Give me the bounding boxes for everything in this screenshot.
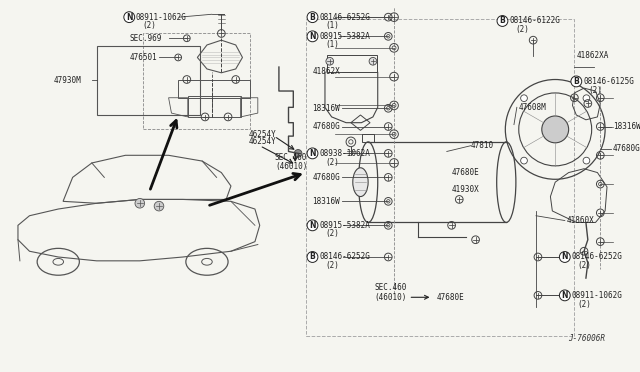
Text: 08915-5382A: 08915-5382A [319, 32, 370, 41]
Text: 08146-6252G: 08146-6252G [572, 253, 622, 262]
Text: 08938-1062A: 08938-1062A [319, 149, 370, 158]
Text: (2): (2) [143, 21, 157, 30]
Text: 41860X: 41860X [567, 216, 595, 225]
Text: 47930M: 47930M [54, 76, 81, 85]
Text: (46010): (46010) [275, 162, 307, 171]
Text: N: N [309, 32, 316, 41]
Text: B: B [500, 16, 506, 26]
Text: (2): (2) [589, 86, 603, 94]
Text: (46010): (46010) [375, 293, 407, 302]
Bar [188, 96, 241, 117]
Text: 41862X: 41862X [312, 67, 340, 76]
Circle shape [521, 95, 527, 102]
Text: 41930X: 41930X [452, 185, 479, 194]
Text: 47680E: 47680E [436, 293, 464, 302]
Text: 08911-1062G: 08911-1062G [572, 291, 622, 300]
Bar [143, 33, 250, 129]
Text: SEC.460: SEC.460 [274, 153, 307, 162]
Text: 08915-5382A: 08915-5382A [319, 221, 370, 230]
Text: 08146-6122G: 08146-6122G [509, 16, 560, 26]
Circle shape [326, 57, 333, 65]
Circle shape [542, 116, 569, 143]
Text: 08146-6125G: 08146-6125G [583, 77, 634, 86]
Text: (1): (1) [325, 41, 339, 49]
Text: 08146-6252G: 08146-6252G [319, 13, 370, 22]
Bar [306, 19, 575, 336]
Text: B: B [573, 77, 579, 86]
Text: 47680G: 47680G [612, 144, 640, 153]
Text: 08911-1062G: 08911-1062G [136, 13, 187, 22]
Text: 18316W: 18316W [612, 122, 640, 131]
Text: N: N [309, 221, 316, 230]
Text: J-76006R: J-76006R [568, 334, 605, 343]
Bar [327, 55, 377, 72]
Text: N: N [126, 13, 132, 22]
Circle shape [135, 199, 145, 208]
Circle shape [583, 95, 590, 102]
Text: N: N [561, 291, 568, 300]
Text: 47680G: 47680G [312, 173, 340, 182]
Text: N: N [309, 149, 316, 158]
Circle shape [294, 150, 302, 157]
Text: (2): (2) [325, 157, 339, 167]
Text: 47608M: 47608M [519, 103, 547, 112]
Text: (1): (1) [325, 21, 339, 30]
Text: (2): (2) [325, 230, 339, 238]
Text: 476501: 476501 [129, 53, 157, 62]
Bar [362, 134, 374, 142]
Text: SEC.460: SEC.460 [375, 283, 407, 292]
Text: (2): (2) [325, 261, 339, 270]
Circle shape [369, 57, 377, 65]
Text: 18316W: 18316W [312, 197, 340, 206]
Text: 47810: 47810 [471, 141, 494, 150]
Text: 46254Y: 46254Y [248, 130, 276, 139]
Text: (2): (2) [515, 25, 529, 34]
Circle shape [583, 157, 590, 164]
Text: SEC.969: SEC.969 [129, 34, 162, 43]
Text: (2): (2) [577, 299, 591, 308]
Ellipse shape [353, 168, 368, 196]
Text: 47680G: 47680G [312, 122, 340, 131]
Text: N: N [561, 253, 568, 262]
Bar [97, 46, 200, 115]
Text: 41862XA: 41862XA [577, 51, 609, 60]
Text: (2): (2) [577, 261, 591, 270]
Circle shape [521, 157, 527, 164]
Circle shape [154, 201, 164, 211]
Text: B: B [310, 13, 316, 22]
Text: 47680E: 47680E [452, 168, 479, 177]
Text: B: B [310, 253, 316, 262]
Text: 46254Y: 46254Y [248, 137, 276, 146]
Text: 08146-6252G: 08146-6252G [319, 253, 370, 262]
Text: 18316W: 18316W [312, 104, 340, 113]
